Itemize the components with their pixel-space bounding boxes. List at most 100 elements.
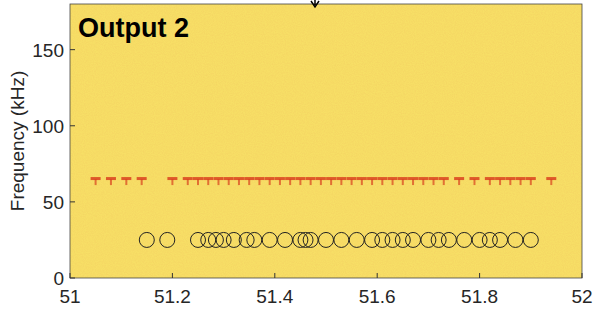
pulse-tail — [351, 179, 353, 185]
detection-circle — [139, 232, 154, 247]
pulse-mark — [505, 177, 515, 185]
pulse-mark — [224, 177, 234, 185]
x-tick-label: 51.4 — [256, 286, 293, 307]
x-tick-label: 51.2 — [154, 286, 191, 307]
detection-circle — [319, 232, 334, 247]
pulse-mark — [469, 177, 479, 185]
pulse-mark — [429, 177, 439, 185]
detection-circle — [508, 232, 523, 247]
x-tick-label: 51.6 — [359, 286, 396, 307]
pulse-mark — [306, 177, 316, 185]
x-tick — [172, 273, 173, 278]
x-tick — [582, 273, 583, 278]
pulse-tail — [402, 179, 404, 185]
detection-circle — [406, 232, 421, 247]
pulse-tail — [217, 179, 219, 185]
pulse-tail — [489, 179, 491, 185]
pulse-mark — [347, 177, 357, 185]
pulse-mark — [546, 177, 556, 185]
detection-circle — [247, 232, 262, 247]
pulse-tail — [228, 179, 230, 185]
y-tick — [70, 201, 75, 202]
pulse-mark — [91, 177, 101, 185]
pulse-tail — [125, 179, 127, 185]
pulse-mark — [357, 177, 367, 185]
pulse-mark — [326, 177, 336, 185]
pulse-mark — [316, 177, 326, 185]
pulse-mark — [254, 177, 264, 185]
pulse-tail — [299, 179, 301, 185]
pulse-tail — [197, 179, 199, 185]
pulse-tail — [289, 179, 291, 185]
marks — [91, 177, 557, 247]
y-tick-label: 150 — [32, 40, 64, 61]
y-tick — [70, 49, 75, 50]
pulse-mark — [408, 177, 418, 185]
pulse-mark — [377, 177, 387, 185]
detection-circle — [278, 232, 293, 247]
pulse-tail — [473, 179, 475, 185]
pulse-tail — [361, 179, 363, 185]
x-tick-label: 52 — [571, 286, 592, 307]
pulse-mark — [265, 177, 275, 185]
detection-circle — [160, 232, 175, 247]
pulse-mark — [167, 177, 177, 185]
pulse-mark — [295, 177, 305, 185]
x-tick-label: 51.8 — [461, 286, 498, 307]
pulse-mark — [234, 177, 244, 185]
pulse-tail — [499, 179, 501, 185]
x-tick — [377, 273, 378, 278]
pulse-tail — [110, 179, 112, 185]
pulse-mark — [275, 177, 285, 185]
pulse-mark — [516, 177, 526, 185]
pulse-tail — [258, 179, 260, 185]
plot-texture — [70, 4, 582, 278]
pulse-tail — [412, 179, 414, 185]
detection-circle — [457, 232, 472, 247]
pulse-mark — [193, 177, 203, 185]
pulse-tail — [550, 179, 552, 185]
pulse-mark — [183, 177, 193, 185]
pulse-tail — [279, 179, 281, 185]
pulse-tail — [392, 179, 394, 185]
pulse-tail — [458, 179, 460, 185]
pulse-tail — [509, 179, 511, 185]
y-tick — [70, 278, 75, 279]
pulse-tail — [381, 179, 383, 185]
pulse-tail — [422, 179, 424, 185]
pulse-tail — [443, 179, 445, 185]
chart: 0501001505151.251.451.651.852Frequency (… — [0, 0, 601, 320]
plot-background — [70, 4, 582, 278]
x-tick — [70, 273, 71, 278]
pulse-mark — [454, 177, 464, 185]
detection-circle — [334, 232, 349, 247]
pulse-tail — [141, 179, 143, 185]
pulse-tail — [433, 179, 435, 185]
y-tick-label: 100 — [32, 116, 64, 137]
pulse-tail — [340, 179, 342, 185]
detection-circle — [349, 232, 364, 247]
y-tick — [70, 125, 75, 126]
pulse-tail — [310, 179, 312, 185]
pulse-tail — [520, 179, 522, 185]
pulse-mark — [388, 177, 398, 185]
pulse-mark — [213, 177, 223, 185]
top-arrow — [311, 0, 319, 7]
y-tick-label: 50 — [43, 192, 64, 213]
pulse-mark — [285, 177, 295, 185]
pulse-mark — [203, 177, 213, 185]
pulse-mark — [398, 177, 408, 185]
pulse-tail — [171, 179, 173, 185]
pulse-mark — [526, 177, 536, 185]
pulse-mark — [106, 177, 116, 185]
pulse-tail — [187, 179, 189, 185]
detection-circle — [303, 232, 318, 247]
x-tick-label: 51 — [59, 286, 80, 307]
x-tick — [274, 273, 275, 278]
x-tick — [479, 273, 480, 278]
pulse-mark — [336, 177, 346, 185]
pulse-tail — [95, 179, 97, 185]
pulse-mark — [485, 177, 495, 185]
pulse-mark — [244, 177, 254, 185]
pulse-tail — [530, 179, 532, 185]
